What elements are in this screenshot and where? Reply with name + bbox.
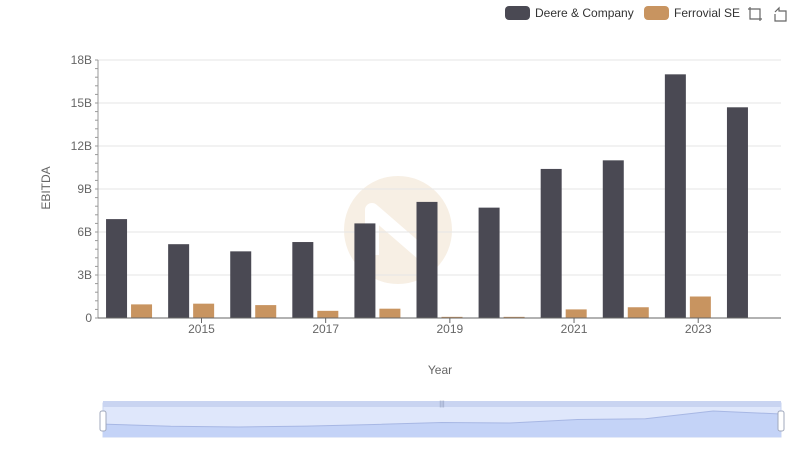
y-tick-label: 0 xyxy=(85,311,92,325)
legend-label-ferrovial: Ferrovial SE xyxy=(674,6,741,20)
x-axis: 2015 2017 2019 2021 2023 xyxy=(98,317,781,336)
y-tick-label: 18B xyxy=(71,53,92,67)
x-tick-label: 2023 xyxy=(685,322,712,336)
y-tick-label: 12B xyxy=(71,139,92,153)
legend-item-deere[interactable]: Deere & Company xyxy=(505,4,634,22)
x-tick-label: 2019 xyxy=(436,322,463,336)
bar-ferrovial xyxy=(627,307,649,318)
bar-ferrovial xyxy=(193,303,215,318)
legend-swatch-deere xyxy=(505,6,530,20)
y-tick-label: 9B xyxy=(77,182,92,196)
data-zoom-handle-left[interactable] xyxy=(99,410,107,432)
bar-ferrovial xyxy=(379,308,401,318)
bar-deere xyxy=(354,223,376,318)
bar-deere xyxy=(540,168,562,318)
bar-ferrovial xyxy=(689,296,711,318)
y-axis: 0 3B 6B 9B 12B 15B 18B xyxy=(71,53,99,325)
x-axis-label: Year xyxy=(428,363,452,377)
x-tick-label: 2017 xyxy=(312,322,339,336)
data-zoom-grip[interactable]: ||| xyxy=(439,401,445,408)
bar-deere xyxy=(230,251,252,318)
bar-deere xyxy=(168,244,190,318)
bar-ferrovial xyxy=(131,304,153,318)
data-zoom-slider[interactable]: ||| xyxy=(99,401,785,438)
data-zoom-top-bar xyxy=(103,401,781,407)
bar-deere xyxy=(416,201,438,318)
bar-ferrovial xyxy=(565,309,587,318)
bar-ferrovial xyxy=(503,316,525,318)
data-zoom-area xyxy=(103,411,781,437)
y-tick-label: 6B xyxy=(77,225,92,239)
data-zoom-handle-right[interactable] xyxy=(777,410,785,432)
x-tick-label: 2015 xyxy=(188,322,215,336)
y-axis-label: EBITDA xyxy=(39,166,53,209)
legend-item-ferrovial[interactable]: Ferrovial SE xyxy=(644,4,740,22)
legend-label-deere: Deere & Company xyxy=(535,6,634,20)
y-tick-label: 3B xyxy=(77,268,92,282)
bar-deere xyxy=(602,160,624,318)
bars xyxy=(106,74,748,318)
bar-deere xyxy=(726,107,748,318)
zoom-icon[interactable] xyxy=(747,6,763,22)
x-tick-label: 2021 xyxy=(561,322,588,336)
bar-ferrovial xyxy=(317,310,339,318)
y-tick-label: 15B xyxy=(71,96,92,110)
legend-swatch-ferrovial xyxy=(644,6,669,20)
bar-deere xyxy=(664,74,686,318)
data-zoom-line xyxy=(102,410,782,428)
bar-ferrovial xyxy=(441,316,463,318)
bar-ferrovial xyxy=(255,305,277,318)
restore-icon[interactable] xyxy=(773,6,789,22)
bar-deere xyxy=(292,242,314,318)
bar-deere xyxy=(478,207,500,318)
bar-deere xyxy=(106,219,128,318)
